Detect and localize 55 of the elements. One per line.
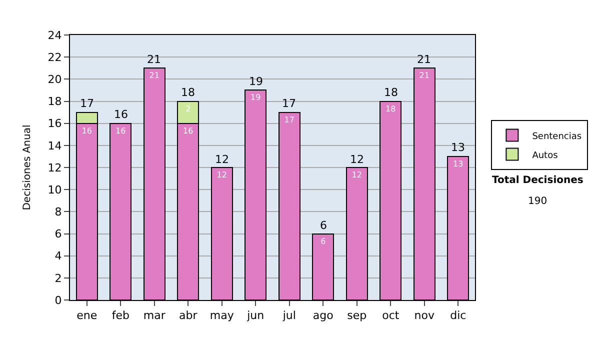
x-tick-label: jul [282, 309, 296, 322]
y-tick-label: 10 [48, 183, 62, 196]
legend-label: Autos [532, 150, 558, 161]
x-tick-label: sep [347, 309, 367, 322]
x-tick-label: nov [414, 309, 435, 322]
y-tick-label: 14 [48, 139, 62, 152]
total-label: 21 [417, 53, 431, 66]
data-label: 13 [453, 159, 464, 168]
y-tick-label: 24 [48, 28, 62, 42]
data-label: 19 [250, 93, 261, 102]
total-label: 18 [384, 86, 398, 99]
total-label: 18 [181, 86, 195, 99]
y-tick-label: 6 [54, 228, 62, 241]
data-label: 17 [284, 115, 294, 124]
data-label: 21 [419, 71, 430, 80]
legend-label: Sentencias [532, 132, 582, 142]
y-tick-label: 18 [48, 95, 62, 108]
total-label: 19 [249, 75, 263, 88]
total-label: 16 [114, 108, 128, 121]
x-tick-label: abr [179, 309, 198, 322]
x-tick-label: dic [450, 309, 466, 322]
x-tick-label: ago [312, 309, 334, 322]
total-label: 13 [451, 141, 465, 154]
x-tick-label: may [210, 309, 234, 322]
data-label: 6 [320, 236, 326, 246]
x-tick-label: jun [246, 309, 264, 322]
data-label: 16 [82, 126, 92, 136]
y-tick-label: 2 [54, 272, 62, 285]
data-label: 12 [216, 170, 227, 180]
total-label: 12 [215, 153, 229, 166]
data-label: 21 [149, 71, 160, 80]
text: Total Decisiones [492, 175, 584, 186]
y-tick-label: 4 [54, 250, 62, 263]
total-label: 12 [350, 153, 364, 166]
data-label: 12 [352, 170, 362, 180]
y-axis-title: Decisiones Anual [22, 124, 33, 210]
total-label: 17 [80, 97, 94, 110]
x-tick-label: ene [76, 309, 98, 322]
y-tick-label: 12 [48, 161, 62, 174]
data-label: 16 [116, 126, 126, 136]
x-tick-label: mar [143, 309, 166, 322]
y-tick-label: 16 [48, 117, 62, 130]
total-label: 6 [320, 219, 327, 232]
x-tick-label: feb [112, 309, 130, 322]
text: 190 [528, 196, 548, 207]
y-tick-label: 22 [48, 50, 62, 64]
y-tick-label: 0 [54, 294, 62, 307]
data-label: 18 [386, 104, 396, 114]
y-tick-label: 20 [48, 73, 62, 86]
data-label: 2 [186, 104, 191, 114]
data-label: 16 [183, 126, 194, 136]
total-label: 17 [282, 97, 296, 110]
total-label: 21 [147, 53, 161, 66]
y-tick-label: 8 [54, 206, 62, 219]
x-tick-label: oct [382, 309, 400, 322]
